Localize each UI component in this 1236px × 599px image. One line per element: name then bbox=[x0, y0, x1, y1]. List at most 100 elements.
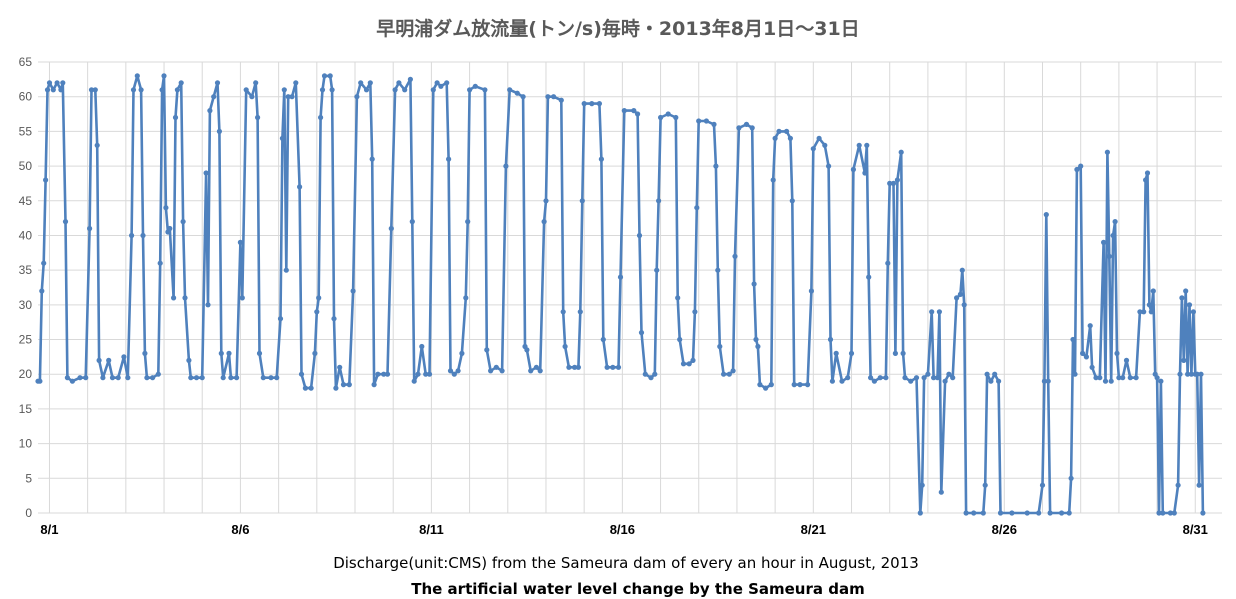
data-point bbox=[1087, 323, 1093, 329]
data-point bbox=[327, 73, 333, 79]
data-point bbox=[415, 371, 421, 377]
data-point bbox=[409, 219, 415, 225]
x-tick-label: 8/31 bbox=[1183, 522, 1208, 537]
data-point bbox=[1150, 288, 1156, 294]
data-point bbox=[381, 371, 387, 377]
data-point bbox=[203, 170, 209, 176]
data-point bbox=[1009, 510, 1015, 516]
data-point bbox=[407, 76, 413, 82]
data-point bbox=[604, 364, 610, 370]
data-point bbox=[438, 83, 444, 89]
data-point bbox=[1059, 510, 1065, 516]
data-point bbox=[226, 350, 232, 356]
data-point bbox=[743, 121, 750, 127]
data-point bbox=[615, 364, 622, 370]
data-point bbox=[1041, 378, 1047, 384]
data-point bbox=[816, 135, 822, 141]
data-point bbox=[402, 87, 408, 93]
data-point bbox=[1190, 309, 1196, 315]
data-point bbox=[155, 371, 161, 377]
data-point bbox=[174, 87, 180, 93]
data-point bbox=[1074, 166, 1080, 173]
data-point bbox=[1127, 375, 1133, 381]
data-point bbox=[367, 80, 373, 86]
data-point bbox=[472, 83, 478, 89]
data-point bbox=[188, 375, 194, 381]
data-point bbox=[1133, 375, 1139, 381]
data-point bbox=[140, 232, 146, 239]
data-point bbox=[890, 180, 897, 186]
data-point bbox=[589, 101, 595, 107]
data-point bbox=[810, 146, 816, 152]
data-point bbox=[596, 101, 603, 107]
data-point bbox=[220, 375, 226, 381]
data-point bbox=[1148, 309, 1154, 315]
data-point bbox=[340, 382, 347, 388]
data-point bbox=[1036, 510, 1042, 516]
data-point bbox=[908, 378, 914, 384]
data-point bbox=[396, 80, 402, 86]
data-point bbox=[1137, 309, 1143, 315]
data-point bbox=[1093, 375, 1099, 381]
data-point bbox=[686, 361, 692, 367]
data-point bbox=[142, 350, 148, 356]
data-point bbox=[1043, 212, 1049, 218]
data-point bbox=[520, 94, 526, 100]
data-point bbox=[996, 378, 1002, 384]
data-point bbox=[784, 128, 790, 134]
data-point bbox=[938, 489, 944, 495]
data-point bbox=[1072, 371, 1078, 377]
data-point bbox=[207, 108, 213, 114]
data-point bbox=[249, 94, 255, 100]
x-tick-label: 8/16 bbox=[610, 522, 635, 537]
data-point bbox=[216, 128, 222, 134]
data-point bbox=[503, 163, 509, 169]
data-point bbox=[566, 364, 572, 370]
data-point bbox=[488, 368, 494, 374]
y-tick-label: 40 bbox=[19, 228, 33, 242]
data-point bbox=[239, 295, 245, 301]
data-point bbox=[934, 375, 941, 381]
data-point bbox=[83, 375, 89, 381]
data-point bbox=[161, 73, 167, 79]
data-point bbox=[43, 177, 49, 183]
data-point bbox=[598, 156, 605, 162]
data-point bbox=[37, 378, 43, 384]
data-point bbox=[60, 80, 66, 86]
data-point bbox=[692, 309, 698, 315]
data-point bbox=[465, 219, 471, 225]
data-point bbox=[1047, 510, 1053, 516]
data-point bbox=[892, 350, 899, 356]
data-point bbox=[392, 87, 398, 93]
data-point bbox=[726, 371, 732, 377]
data-point bbox=[1179, 295, 1185, 301]
data-point bbox=[459, 350, 465, 356]
data-point bbox=[833, 350, 839, 356]
data-point bbox=[636, 232, 643, 239]
chart-series bbox=[35, 73, 1206, 516]
data-point bbox=[350, 288, 356, 294]
data-point bbox=[658, 114, 664, 121]
data-point bbox=[1158, 378, 1164, 384]
data-point bbox=[789, 198, 795, 204]
data-point bbox=[1112, 219, 1118, 225]
data-point bbox=[883, 375, 889, 381]
data-point bbox=[463, 295, 469, 301]
data-point bbox=[919, 482, 925, 488]
data-point bbox=[1141, 309, 1147, 315]
y-axis-tick-labels: 0 5 10 15 20 25 30 35 40 45 50 55 60 65 bbox=[19, 55, 33, 520]
x-tick-label: 8/1 bbox=[40, 522, 58, 537]
data-point bbox=[1144, 170, 1151, 176]
data-point bbox=[862, 170, 868, 176]
data-point bbox=[411, 378, 417, 384]
data-point bbox=[642, 371, 648, 377]
data-point bbox=[577, 309, 583, 315]
data-point bbox=[1104, 149, 1110, 155]
data-point bbox=[64, 375, 70, 381]
data-point bbox=[921, 375, 927, 381]
data-point bbox=[988, 378, 994, 384]
data-point bbox=[1146, 302, 1152, 308]
data-point bbox=[375, 371, 381, 377]
data-point bbox=[1083, 354, 1089, 360]
data-point bbox=[961, 302, 967, 308]
